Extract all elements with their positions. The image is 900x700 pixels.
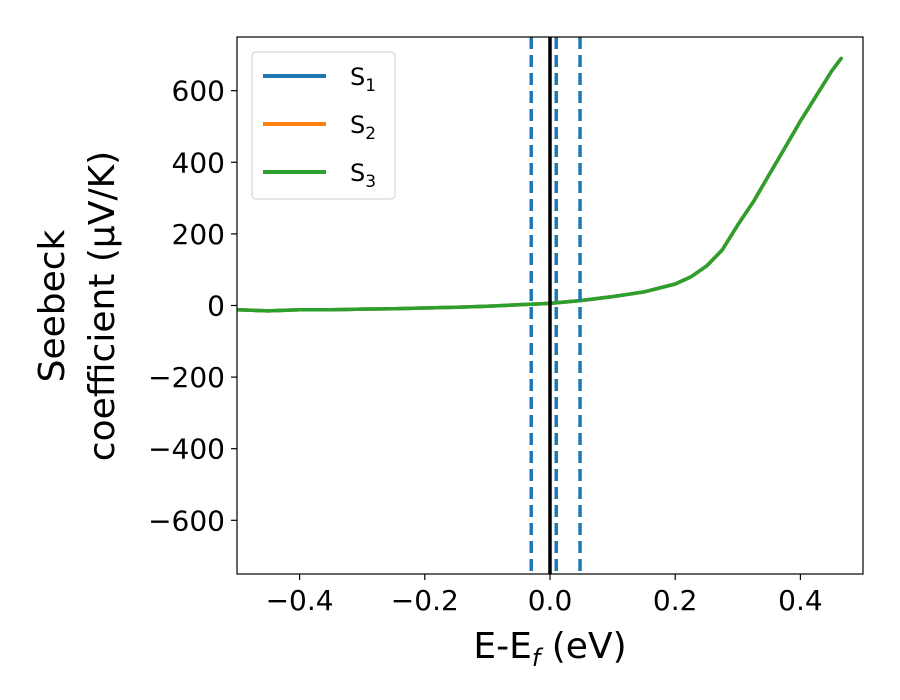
x-tick-label: 0.0 — [528, 584, 573, 617]
y-axis-label-line1: Seebeck — [32, 229, 73, 382]
x-tick-label: −0.4 — [266, 584, 334, 617]
x-axis-label: E-Ef (eV) — [473, 626, 626, 672]
x-tick-label: 0.4 — [778, 584, 823, 617]
y-axis-ticks: −600 −400 −200 0 200 400 600 — [148, 75, 237, 537]
y-tick-label: 0 — [207, 290, 225, 323]
reference-lines — [529, 37, 582, 574]
x-axis-label-suffix: (eV) — [540, 626, 626, 667]
legend: S1 S2 S3 — [251, 51, 396, 200]
y-tick-label: −200 — [148, 361, 225, 394]
y-tick-label: 400 — [172, 146, 225, 179]
series-layer — [237, 56, 843, 313]
y-tick-label: 600 — [172, 75, 225, 108]
y-tick-label: 200 — [172, 218, 225, 251]
legend-label-s2: S2 — [350, 111, 376, 144]
legend-label-s1: S1 — [350, 63, 376, 96]
legend-entries: S1 S2 S3 — [263, 63, 376, 192]
y-axis-label: Seebeck coefficient (μV/K) — [32, 151, 123, 461]
legend-label-s3: S3 — [350, 159, 376, 192]
x-axis-label-main: E-E — [473, 626, 531, 667]
x-tick-label: 0.2 — [653, 584, 698, 617]
y-axis-label-line2: coefficient (μV/K) — [82, 151, 123, 461]
x-axis-ticks: −0.4 −0.2 0.0 0.2 0.4 — [266, 574, 823, 617]
y-tick-label: −400 — [148, 433, 225, 466]
series-line-s3 — [237, 56, 843, 313]
x-tick-label: −0.2 — [391, 584, 459, 617]
y-tick-label: −600 — [148, 504, 225, 537]
